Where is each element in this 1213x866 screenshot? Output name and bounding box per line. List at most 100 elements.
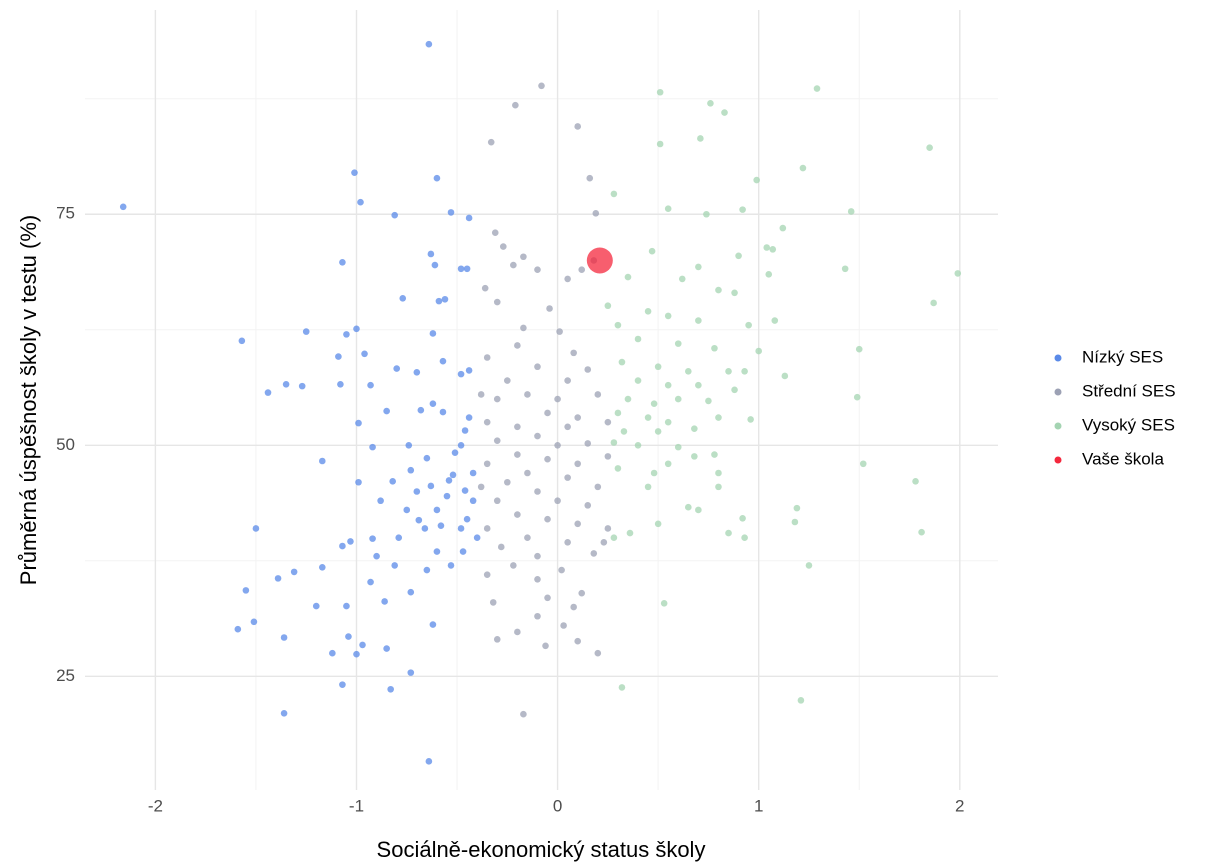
- point: [373, 552, 380, 560]
- point: [477, 391, 485, 398]
- point: [556, 328, 563, 335]
- point: [859, 460, 867, 468]
- x-tick-label: 1: [754, 796, 763, 815]
- point: [439, 357, 447, 365]
- point: [534, 575, 541, 583]
- point: [544, 594, 551, 602]
- point: [763, 244, 771, 251]
- point: [445, 477, 453, 484]
- point: [594, 649, 602, 657]
- point: [242, 587, 250, 594]
- point: [504, 478, 511, 486]
- point: [343, 331, 350, 338]
- point: [791, 518, 799, 526]
- point: [554, 395, 561, 403]
- point: [542, 642, 549, 650]
- point: [339, 681, 346, 688]
- point: [711, 344, 718, 352]
- point: [685, 503, 692, 511]
- point: [739, 206, 746, 213]
- point: [377, 497, 384, 505]
- point: [282, 380, 290, 388]
- point: [459, 548, 467, 555]
- point: [435, 297, 443, 305]
- point: [329, 649, 336, 657]
- point: [771, 317, 779, 324]
- point: [463, 515, 471, 523]
- point: [407, 466, 415, 474]
- point: [685, 368, 692, 375]
- point: [644, 483, 652, 491]
- legend-label: Vysoký SES: [1082, 415, 1175, 434]
- point: [654, 428, 662, 435]
- point: [359, 641, 366, 649]
- point: [451, 449, 459, 456]
- point: [391, 562, 398, 569]
- point: [477, 483, 485, 491]
- point: [355, 478, 362, 486]
- point: [813, 85, 821, 92]
- point: [510, 562, 517, 569]
- x-tick-label: 2: [955, 796, 964, 815]
- point: [578, 266, 586, 273]
- point: [417, 406, 425, 414]
- point: [493, 298, 501, 306]
- point: [554, 497, 561, 505]
- point: [695, 506, 702, 514]
- point: [465, 414, 473, 421]
- point: [620, 428, 628, 435]
- point: [457, 441, 465, 449]
- point: [399, 295, 407, 302]
- point: [520, 324, 527, 332]
- point: [805, 562, 813, 569]
- y-tick-label: 50: [56, 435, 75, 454]
- point: [654, 520, 662, 528]
- point: [429, 400, 437, 407]
- point: [656, 88, 664, 96]
- point: [483, 525, 491, 532]
- point: [457, 525, 465, 532]
- point: [280, 634, 288, 641]
- point: [769, 246, 777, 253]
- point: [544, 409, 551, 417]
- point: [741, 534, 748, 542]
- point: [514, 628, 521, 636]
- point: [604, 453, 612, 460]
- point: [648, 247, 656, 255]
- point: [695, 381, 702, 389]
- point: [493, 497, 501, 505]
- point: [674, 340, 682, 347]
- point: [427, 482, 435, 490]
- point: [664, 460, 672, 468]
- point: [381, 598, 388, 605]
- point: [847, 208, 855, 215]
- point: [335, 353, 342, 360]
- point: [415, 516, 423, 524]
- point: [423, 566, 431, 574]
- point: [425, 40, 433, 48]
- point: [564, 377, 571, 384]
- point: [520, 253, 527, 261]
- point: [318, 457, 326, 465]
- point: [853, 393, 861, 401]
- point: [574, 414, 581, 421]
- point: [855, 345, 863, 353]
- point: [650, 469, 658, 477]
- point: [618, 358, 626, 366]
- point: [590, 550, 598, 557]
- point: [427, 250, 435, 258]
- point: [703, 210, 710, 218]
- point: [634, 335, 642, 343]
- point: [405, 441, 413, 449]
- point: [534, 612, 541, 620]
- point: [383, 407, 390, 415]
- point: [930, 299, 937, 307]
- point: [510, 261, 517, 269]
- point: [755, 347, 762, 355]
- point: [234, 625, 242, 633]
- point: [433, 174, 441, 182]
- point: [264, 389, 272, 396]
- point: [695, 317, 702, 324]
- point: [926, 144, 933, 152]
- legend-label: Vaše škola: [1082, 449, 1164, 468]
